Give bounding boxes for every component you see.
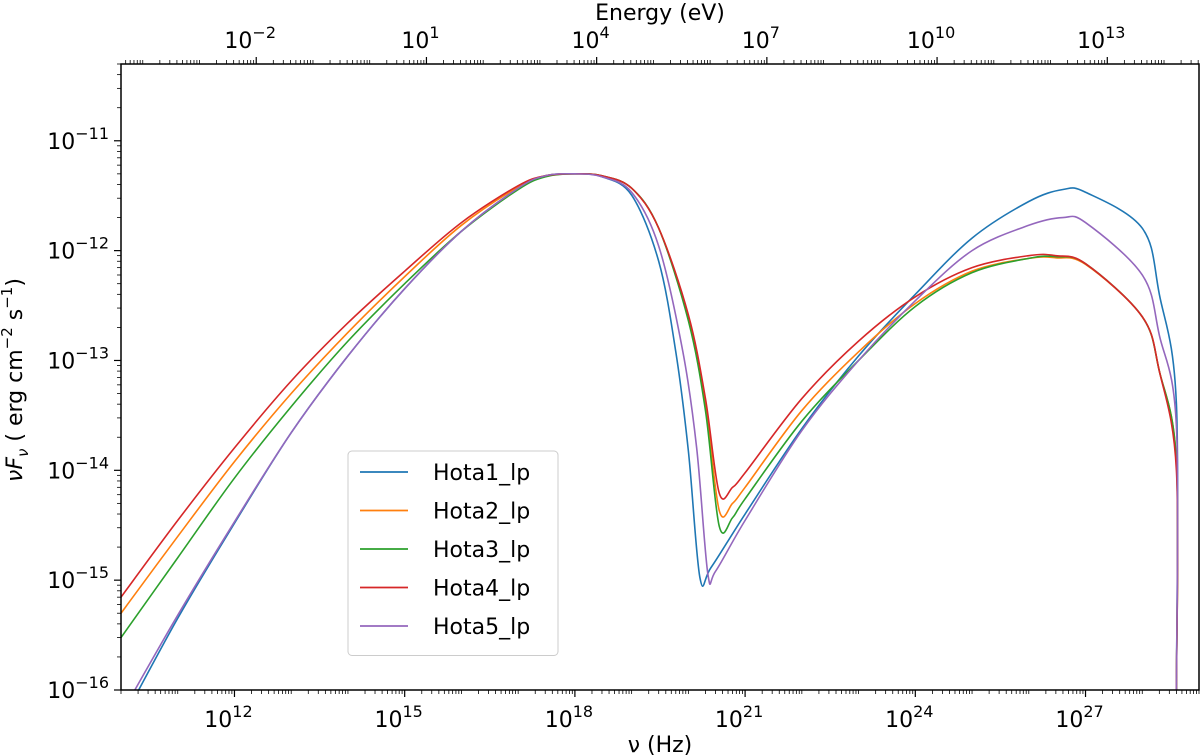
y-tick-label: 10−15 xyxy=(47,563,109,594)
series-line-2 xyxy=(121,173,1179,690)
legend-label: Hota5_lp xyxy=(433,615,530,640)
legend: Hota1_lp Hota2_lp Hota3_lp Hota4_lp Hota5_lp xyxy=(347,450,559,656)
top-tick-label: 1010 xyxy=(907,23,955,54)
y-tick-label: 10−16 xyxy=(47,673,109,704)
x-axis-title-top: Energy (eV) xyxy=(595,1,725,26)
y-tick-label: 10−11 xyxy=(47,124,109,155)
x-tick-label: 1015 xyxy=(375,702,423,733)
top-tick-label: 10−2 xyxy=(224,23,276,54)
legend-label: Hota3_lp xyxy=(433,538,530,563)
y-tick-label: 10−13 xyxy=(47,343,109,374)
x-tick-label: 1018 xyxy=(545,702,593,733)
series-line-1 xyxy=(137,172,1179,690)
top-tick-label: 107 xyxy=(742,23,780,54)
axis-ticks: 1012 1015 1018 1021 1024 1027 10−2 101 104 107 101… xyxy=(47,23,1200,733)
x-tick-label: 1024 xyxy=(885,702,933,733)
top-tick-label: 104 xyxy=(572,23,610,54)
legend-label: Hota1_lp xyxy=(433,461,530,486)
plot-frame xyxy=(120,63,1200,691)
x-tick-label: 1021 xyxy=(715,702,763,733)
y-tick-label: 10−12 xyxy=(47,234,109,265)
y-axis-title-text: νFν ( erg cm−2 s−1) xyxy=(0,278,32,482)
y-axis-title: νFν ( erg cm−2 s−1) xyxy=(0,278,32,482)
series-line-3 xyxy=(121,172,1179,690)
legend-label: Hota2_lp xyxy=(433,500,530,525)
x-axis-title-bottom: ν (Hz) xyxy=(628,733,693,756)
top-tick-label: 1013 xyxy=(1077,23,1125,54)
top-tick-label: 101 xyxy=(401,23,439,54)
legend-box xyxy=(347,450,559,656)
series-lines xyxy=(121,172,1179,690)
x-tick-label: 1027 xyxy=(1055,702,1103,733)
x-tick-label: 1012 xyxy=(204,702,252,733)
series-line-5 xyxy=(133,172,1179,690)
series-line-4 xyxy=(121,173,1179,690)
y-tick-label: 10−14 xyxy=(47,453,109,484)
legend-label: Hota4_lp xyxy=(433,577,530,602)
